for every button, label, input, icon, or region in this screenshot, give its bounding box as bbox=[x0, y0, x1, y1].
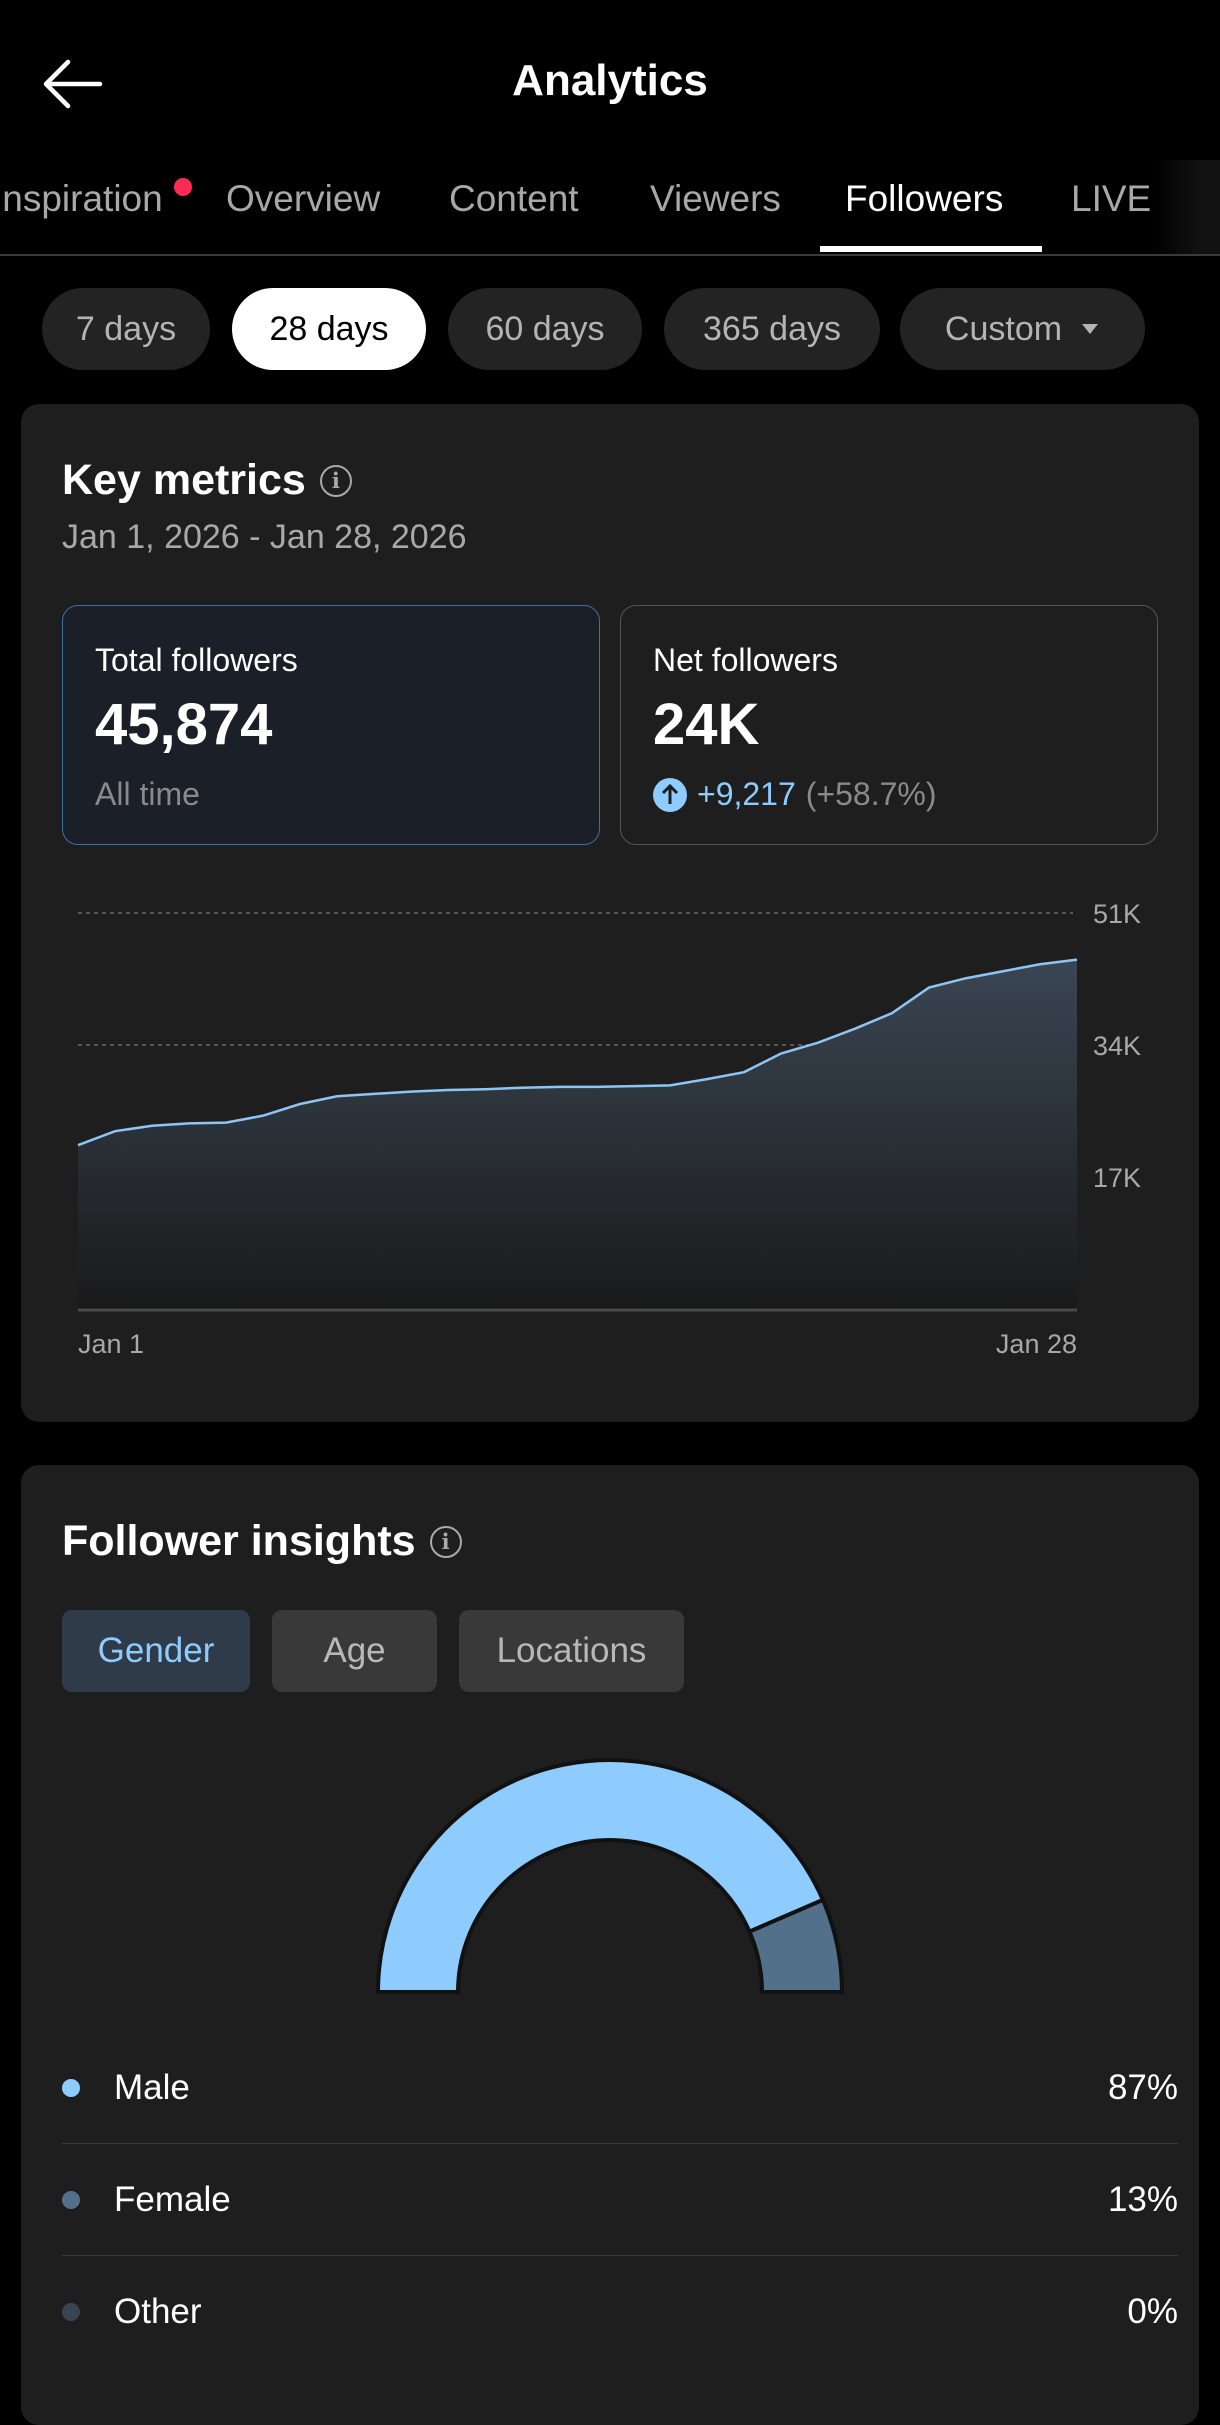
legend-dot bbox=[62, 2079, 80, 2097]
custom-label: Custom bbox=[945, 310, 1062, 349]
info-icon[interactable]: i bbox=[320, 465, 352, 497]
active-tab-indicator bbox=[820, 246, 1042, 252]
key-metrics-title: Key metrics bbox=[62, 456, 306, 505]
total-followers-sub: All time bbox=[95, 776, 200, 813]
net-followers-card[interactable]: Net followers 24K +9,217 (+58.7%) bbox=[620, 605, 1158, 845]
arrow-up-circle-icon bbox=[653, 778, 687, 812]
followers-area-chart: 51K 34K 17K Jan 1 Jan 28 bbox=[21, 874, 1199, 1374]
caret-down-icon bbox=[1080, 322, 1100, 336]
tab-viewers[interactable]: Viewers bbox=[650, 178, 781, 220]
range-custom-dropdown[interactable]: Custom bbox=[900, 288, 1145, 370]
area-fill bbox=[78, 960, 1077, 1309]
total-followers-card[interactable]: Total followers 45,874 All time bbox=[62, 605, 600, 845]
legend-label: Female bbox=[114, 2180, 231, 2220]
net-followers-label: Net followers bbox=[653, 642, 838, 679]
info-icon[interactable]: i bbox=[430, 1526, 462, 1558]
key-metrics-card: Key metrics i Jan 1, 2026 - Jan 28, 2026… bbox=[21, 404, 1199, 1422]
insights-tab-gender[interactable]: Gender bbox=[62, 1610, 250, 1692]
follower-insights-card: Follower insights i Gender Age Locations… bbox=[21, 1465, 1199, 2425]
y-tick-label: 51K bbox=[1093, 899, 1141, 929]
x-tick-label: Jan 28 bbox=[996, 1329, 1077, 1359]
legend-row-female: Female 13% bbox=[62, 2144, 1178, 2256]
tab-content[interactable]: Content bbox=[449, 178, 579, 220]
tab-overview[interactable]: Overview bbox=[226, 178, 380, 220]
key-metrics-heading: Key metrics i bbox=[62, 456, 352, 505]
scroll-fade bbox=[1150, 160, 1220, 254]
net-change: +9,217 bbox=[697, 776, 796, 813]
net-followers-value: 24K bbox=[653, 691, 759, 758]
tab-inspiration[interactable]: Inspiration bbox=[0, 178, 163, 220]
total-followers-label: Total followers bbox=[95, 642, 298, 679]
tab-bar: Inspiration Overview Content Viewers Fol… bbox=[0, 160, 1220, 256]
net-followers-change-row: +9,217 (+58.7%) bbox=[653, 776, 937, 813]
y-tick-label: 34K bbox=[1093, 1031, 1141, 1061]
total-followers-value: 45,874 bbox=[95, 691, 272, 758]
legend-label: Other bbox=[114, 2292, 202, 2332]
y-tick-label: 17K bbox=[1093, 1163, 1141, 1193]
range-7-days[interactable]: 7 days bbox=[42, 288, 210, 370]
insights-tab-locations[interactable]: Locations bbox=[459, 1610, 684, 1692]
range-28-days[interactable]: 28 days bbox=[232, 288, 426, 370]
tab-followers[interactable]: Followers bbox=[845, 178, 1003, 220]
header: Analytics bbox=[0, 0, 1220, 160]
legend-dot bbox=[62, 2191, 80, 2209]
gender-donut-chart bbox=[21, 1745, 1199, 2005]
date-range: Jan 1, 2026 - Jan 28, 2026 bbox=[62, 518, 467, 557]
legend-row-other: Other 0% bbox=[62, 2256, 1178, 2368]
legend-value: 13% bbox=[1108, 2180, 1178, 2220]
legend-label: Male bbox=[114, 2068, 190, 2108]
tab-live[interactable]: LIVE bbox=[1071, 178, 1151, 220]
follower-insights-heading: Follower insights i bbox=[62, 1517, 462, 1566]
x-tick-label: Jan 1 bbox=[78, 1329, 144, 1359]
insights-tab-age[interactable]: Age bbox=[272, 1610, 437, 1692]
legend-dot bbox=[62, 2303, 80, 2321]
page-title: Analytics bbox=[0, 56, 1220, 106]
follower-insights-title: Follower insights bbox=[62, 1517, 416, 1566]
legend-row-male: Male 87% bbox=[62, 2032, 1178, 2144]
range-365-days[interactable]: 365 days bbox=[664, 288, 880, 370]
net-change-pct: (+58.7%) bbox=[806, 776, 937, 813]
range-60-days[interactable]: 60 days bbox=[448, 288, 642, 370]
notification-dot bbox=[174, 178, 192, 196]
legend-value: 0% bbox=[1127, 2292, 1178, 2332]
legend-value: 87% bbox=[1108, 2068, 1178, 2108]
